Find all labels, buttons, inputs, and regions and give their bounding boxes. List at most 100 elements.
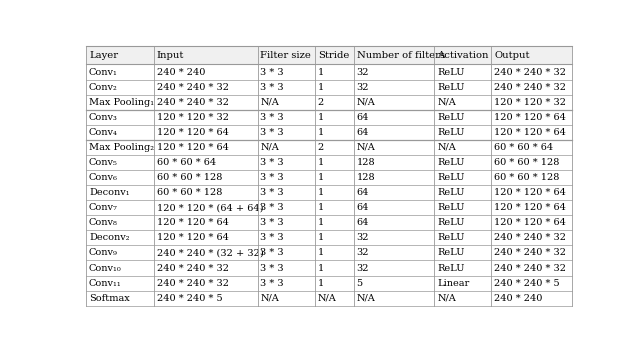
Text: 240 * 240 * 32: 240 * 240 * 32 — [495, 82, 566, 92]
Text: ReLU: ReLU — [437, 263, 465, 272]
Text: 120 * 120 * 32: 120 * 120 * 32 — [495, 98, 566, 107]
Bar — [154, 245, 257, 260]
Bar — [354, 155, 435, 170]
Text: 3 * 3: 3 * 3 — [260, 248, 284, 258]
Bar — [86, 260, 154, 276]
Text: 32: 32 — [356, 234, 369, 242]
Bar — [154, 185, 257, 200]
Bar — [257, 140, 315, 155]
Text: 240 * 240 * 32: 240 * 240 * 32 — [495, 234, 566, 242]
Text: ReLU: ReLU — [437, 218, 465, 227]
Bar — [154, 64, 257, 80]
Bar — [492, 200, 572, 215]
Text: Conv₁₀: Conv₁₀ — [89, 263, 122, 272]
Text: 32: 32 — [356, 82, 369, 92]
Text: N/A: N/A — [317, 294, 337, 303]
Text: ReLU: ReLU — [437, 173, 465, 182]
Text: 3 * 3: 3 * 3 — [260, 173, 284, 182]
Bar — [354, 200, 435, 215]
Text: Layer: Layer — [89, 51, 118, 60]
Bar — [257, 80, 315, 95]
Bar — [315, 185, 354, 200]
Text: ReLU: ReLU — [437, 128, 465, 137]
Bar — [354, 170, 435, 185]
Bar — [154, 230, 257, 245]
Bar — [257, 276, 315, 291]
Text: N/A: N/A — [260, 98, 279, 107]
Bar — [315, 215, 354, 230]
Bar — [435, 46, 492, 64]
Bar — [257, 200, 315, 215]
Text: 240 * 240 * 5: 240 * 240 * 5 — [157, 294, 222, 303]
Bar — [492, 185, 572, 200]
Text: 3 * 3: 3 * 3 — [260, 203, 284, 212]
Bar — [354, 276, 435, 291]
Text: ReLU: ReLU — [437, 203, 465, 212]
Text: 1: 1 — [317, 128, 324, 137]
Text: 3 * 3: 3 * 3 — [260, 279, 284, 287]
Text: Conv₁: Conv₁ — [89, 68, 118, 77]
Text: 120 * 120 * (64 + 64): 120 * 120 * (64 + 64) — [157, 203, 263, 212]
Bar — [315, 291, 354, 306]
Bar — [492, 110, 572, 125]
Text: 64: 64 — [356, 218, 369, 227]
Text: 120 * 120 * 64: 120 * 120 * 64 — [157, 128, 228, 137]
Text: Conv₅: Conv₅ — [89, 158, 118, 167]
Text: 3 * 3: 3 * 3 — [260, 82, 284, 92]
Text: 1: 1 — [317, 82, 324, 92]
Text: 120 * 120 * 64: 120 * 120 * 64 — [495, 218, 566, 227]
Bar — [154, 110, 257, 125]
Text: 60 * 60 * 128: 60 * 60 * 128 — [157, 188, 222, 197]
Text: 64: 64 — [356, 113, 369, 122]
Text: 120 * 120 * 64: 120 * 120 * 64 — [157, 234, 228, 242]
Text: 240 * 240: 240 * 240 — [495, 294, 543, 303]
Text: 120 * 120 * 64: 120 * 120 * 64 — [495, 128, 566, 137]
Text: 32: 32 — [356, 68, 369, 77]
Text: 64: 64 — [356, 203, 369, 212]
Bar — [257, 230, 315, 245]
Text: Softmax: Softmax — [89, 294, 130, 303]
Bar — [492, 291, 572, 306]
Text: N/A: N/A — [437, 143, 456, 152]
Bar — [354, 95, 435, 110]
Bar — [354, 245, 435, 260]
Text: N/A: N/A — [437, 98, 456, 107]
Bar — [257, 291, 315, 306]
Bar — [315, 170, 354, 185]
Bar — [435, 80, 492, 95]
Bar — [86, 155, 154, 170]
Text: 1: 1 — [317, 173, 324, 182]
Text: 1: 1 — [317, 234, 324, 242]
Text: 60 * 60 * 128: 60 * 60 * 128 — [495, 173, 560, 182]
Bar — [86, 140, 154, 155]
Text: 1: 1 — [317, 248, 324, 258]
Text: 128: 128 — [356, 158, 375, 167]
Bar — [354, 291, 435, 306]
Text: 1: 1 — [317, 263, 324, 272]
Text: 128: 128 — [356, 173, 375, 182]
Bar — [435, 155, 492, 170]
Bar — [435, 215, 492, 230]
Bar — [315, 46, 354, 64]
Bar — [435, 140, 492, 155]
Bar — [354, 80, 435, 95]
Bar — [154, 276, 257, 291]
Bar — [492, 245, 572, 260]
Text: 32: 32 — [356, 263, 369, 272]
Bar — [257, 155, 315, 170]
Text: N/A: N/A — [437, 294, 456, 303]
Text: 3 * 3: 3 * 3 — [260, 128, 284, 137]
Bar — [492, 260, 572, 276]
Bar — [86, 95, 154, 110]
Bar — [435, 260, 492, 276]
Text: Activation: Activation — [437, 51, 489, 60]
Bar — [257, 64, 315, 80]
Bar — [257, 215, 315, 230]
Text: 240 * 240 * 32: 240 * 240 * 32 — [495, 263, 566, 272]
Bar — [315, 230, 354, 245]
Text: 240 * 240: 240 * 240 — [157, 68, 205, 77]
Bar — [435, 170, 492, 185]
Bar — [315, 64, 354, 80]
Text: ReLU: ReLU — [437, 82, 465, 92]
Text: Linear: Linear — [437, 279, 470, 287]
